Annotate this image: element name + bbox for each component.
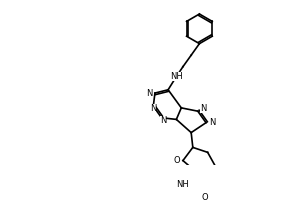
Text: N: N [200, 104, 207, 113]
Text: NH: NH [177, 180, 189, 189]
Text: N: N [160, 116, 166, 125]
Text: N: N [146, 89, 152, 98]
Text: O: O [173, 156, 180, 165]
Text: N: N [150, 104, 157, 113]
Text: NH: NH [170, 72, 183, 81]
Text: N: N [209, 118, 216, 127]
Text: O: O [201, 193, 208, 200]
